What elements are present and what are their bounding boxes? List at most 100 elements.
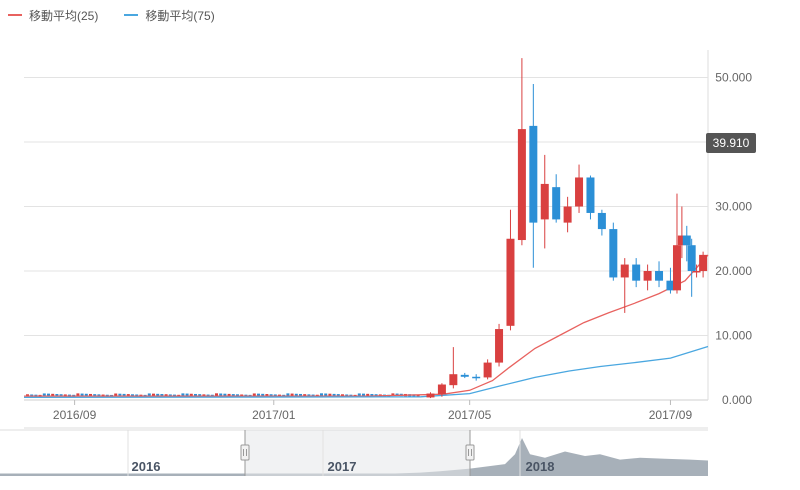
early-candle xyxy=(299,393,302,397)
early-candle xyxy=(261,393,265,397)
candle xyxy=(609,222,618,281)
candle-body xyxy=(655,271,664,281)
candle xyxy=(495,323,504,367)
candle xyxy=(460,372,469,379)
navigator-year-label: 2018 xyxy=(526,459,555,474)
early-candle xyxy=(147,393,151,396)
x-tick-label: 2017/09 xyxy=(649,408,693,422)
early-candle xyxy=(231,394,235,397)
candle-body xyxy=(517,129,526,241)
candle-body xyxy=(540,183,549,220)
early-candle xyxy=(286,393,290,396)
early-candle xyxy=(366,393,370,397)
navigator-handle[interactable] xyxy=(240,430,250,476)
y-tick-label: 30.000 xyxy=(715,200,752,214)
ma75-swatch xyxy=(124,14,139,16)
ma75-line xyxy=(23,345,709,399)
candle xyxy=(672,193,681,294)
early-candle xyxy=(303,394,307,397)
early-candle xyxy=(219,393,223,396)
early-candle xyxy=(362,393,365,397)
candle-body xyxy=(597,212,606,230)
early-candle xyxy=(198,394,202,397)
navigator-area xyxy=(0,438,708,476)
early-candle xyxy=(42,393,46,396)
early-candle xyxy=(156,393,160,397)
candle xyxy=(529,83,538,268)
early-candle xyxy=(181,393,185,396)
early-candle xyxy=(336,394,340,397)
navigator-handle-grip xyxy=(465,444,475,461)
early-candle xyxy=(84,393,88,397)
ma25-line xyxy=(24,254,709,397)
candle-body xyxy=(552,187,561,220)
candle-body xyxy=(699,254,708,271)
early-candle xyxy=(194,393,197,397)
early-candle xyxy=(357,393,361,396)
candle-body xyxy=(472,376,481,379)
candle xyxy=(506,209,515,331)
candle xyxy=(575,164,584,213)
candle-body xyxy=(692,271,701,273)
y-tick-label: 0.000 xyxy=(722,393,752,407)
early-candle xyxy=(152,393,155,397)
navigator-year-label: 2016 xyxy=(132,459,161,474)
legend-item-ma25[interactable]: 移動平均(25) xyxy=(8,7,98,24)
candle-body xyxy=(682,235,691,246)
candle-body xyxy=(426,393,435,398)
early-candle xyxy=(215,393,218,396)
early-candle xyxy=(223,393,227,397)
candle xyxy=(517,58,526,246)
early-candle xyxy=(122,393,126,397)
early-candle xyxy=(118,393,122,397)
ma25-swatch xyxy=(8,14,22,16)
y-tick-label: 10.000 xyxy=(715,329,752,343)
candle-body xyxy=(495,329,504,363)
early-candle xyxy=(126,394,130,397)
early-candle xyxy=(290,393,294,396)
candle-body xyxy=(575,177,584,207)
candle-body xyxy=(687,245,696,271)
navigator-selected-range xyxy=(245,430,470,476)
navigator-year-label: 2017 xyxy=(328,459,357,474)
candle xyxy=(563,196,572,233)
early-candle xyxy=(185,393,189,396)
candle-body xyxy=(632,264,641,281)
candle xyxy=(666,267,675,294)
candle-body xyxy=(609,229,618,278)
candle xyxy=(643,264,652,291)
early-candle xyxy=(189,393,193,397)
candle xyxy=(699,251,708,278)
candle-body xyxy=(506,238,515,326)
early-candle xyxy=(370,394,374,397)
early-candle xyxy=(269,394,273,397)
navigator-handle[interactable] xyxy=(465,430,475,476)
candle xyxy=(437,383,446,397)
legend-label-ma25: 移動平均(25) xyxy=(29,8,99,23)
early-candle xyxy=(93,394,97,397)
candle-body xyxy=(586,177,595,213)
candle xyxy=(586,175,595,220)
candle-body xyxy=(483,362,492,378)
early-candle xyxy=(51,393,55,397)
candle xyxy=(426,392,435,399)
candle xyxy=(687,238,696,297)
candle xyxy=(449,347,458,389)
candle-body xyxy=(620,264,629,278)
candle-body xyxy=(449,374,458,386)
early-candle xyxy=(320,393,323,396)
early-candle xyxy=(294,393,298,397)
early-candle xyxy=(391,393,395,396)
candle-body xyxy=(529,125,538,223)
candle xyxy=(655,261,664,288)
legend-item-ma75[interactable]: 移動平均(75) xyxy=(124,7,215,24)
x-tick-label: 2017/01 xyxy=(252,408,296,422)
current-price-badge: 39.910 xyxy=(706,133,756,153)
candle xyxy=(472,374,481,381)
x-tick-label: 2016/09 xyxy=(53,408,97,422)
early-candle xyxy=(47,393,50,397)
candle xyxy=(552,174,561,223)
candle xyxy=(620,258,629,313)
early-candle xyxy=(89,393,92,397)
